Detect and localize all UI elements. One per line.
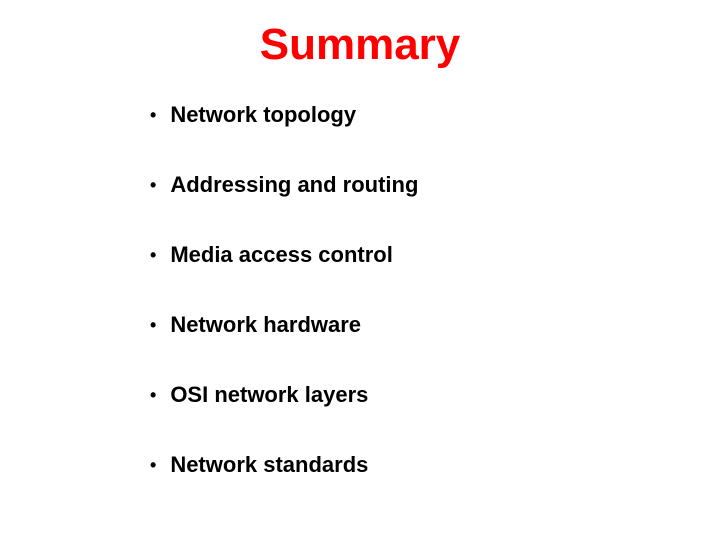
bullet-icon: • — [150, 246, 156, 264]
slide-title: Summary — [0, 20, 720, 70]
bullet-icon: • — [150, 176, 156, 194]
slide-container: Summary • Network topology • Addressing … — [0, 0, 720, 540]
list-item: • Media access control — [150, 242, 720, 268]
bullet-icon: • — [150, 386, 156, 404]
list-item: • Addressing and routing — [150, 172, 720, 198]
bullet-text: Network topology — [170, 102, 356, 128]
bullet-icon: • — [150, 456, 156, 474]
list-item: • Network standards — [150, 452, 720, 478]
bullet-text: Addressing and routing — [170, 172, 418, 198]
list-item: • Network topology — [150, 102, 720, 128]
list-item: • OSI network layers — [150, 382, 720, 408]
bullet-icon: • — [150, 316, 156, 334]
bullet-text: Media access control — [170, 242, 393, 268]
bullet-icon: • — [150, 106, 156, 124]
list-item: • Network hardware — [150, 312, 720, 338]
bullet-text: Network standards — [170, 452, 368, 478]
bullet-text: OSI network layers — [170, 382, 368, 408]
bullet-list: • Network topology • Addressing and rout… — [0, 102, 720, 478]
bullet-text: Network hardware — [170, 312, 361, 338]
